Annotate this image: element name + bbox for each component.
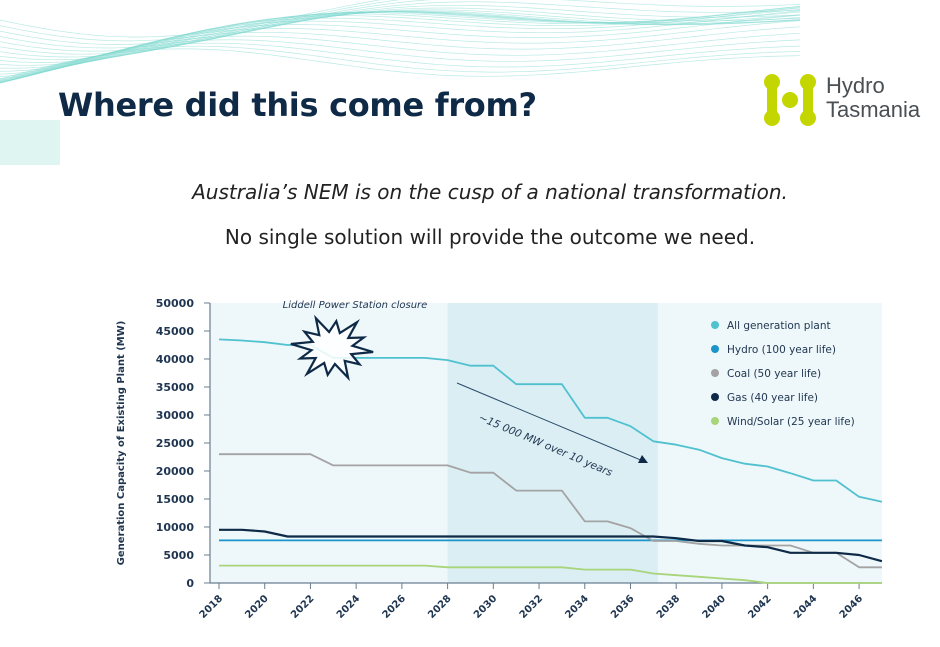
x-tick-label: 2022 xyxy=(289,593,316,620)
legend-marker xyxy=(711,345,719,353)
explosion-icon xyxy=(290,314,374,382)
logo-line-1: Hydro xyxy=(826,73,885,98)
y-tick-label: 5000 xyxy=(163,549,194,562)
legend-label: Coal (50 year life) xyxy=(727,368,821,380)
x-tick-label: 2018 xyxy=(198,593,225,620)
wave-line xyxy=(0,48,800,80)
x-tick-label: 2044 xyxy=(792,593,819,620)
x-tick-label: 2042 xyxy=(746,593,773,620)
legend-label: Gas (40 year life) xyxy=(727,392,818,404)
series-line-gas xyxy=(219,528,883,563)
y-tick-label: 0 xyxy=(186,577,194,590)
x-tick-label: 2024 xyxy=(335,593,362,620)
x-tick-label: 2020 xyxy=(243,593,270,620)
x-tick-label: 2046 xyxy=(838,593,865,620)
y-tick-label: 40000 xyxy=(156,353,195,366)
wave-line xyxy=(0,45,800,81)
legend-marker xyxy=(711,393,719,401)
subtitle: No single solution will provide the outc… xyxy=(224,225,756,249)
y-tick-label: 10000 xyxy=(156,521,195,534)
wave-line xyxy=(0,0,736,42)
y-tick-label: 25000 xyxy=(156,437,195,450)
x-tick-label: 2028 xyxy=(426,593,453,620)
wave-line xyxy=(0,0,800,45)
y-tick-label: 50000 xyxy=(156,297,195,310)
wave-decoration xyxy=(0,0,800,165)
x-tick-label: 2030 xyxy=(472,593,499,620)
y-tick-label: 35000 xyxy=(156,381,195,394)
y-tick-label: 15000 xyxy=(156,493,195,506)
legend-marker xyxy=(711,369,719,377)
wave-line xyxy=(0,39,800,83)
slide-title: Where did this come from? xyxy=(58,86,537,124)
hydro-tasmania-logo xyxy=(764,74,816,126)
wave-line xyxy=(0,32,800,83)
x-tick-label: 2032 xyxy=(518,593,545,620)
legend-marker xyxy=(711,321,719,329)
legend-label: All generation plant xyxy=(727,320,831,332)
x-tick-label: 2026 xyxy=(381,593,408,620)
x-tick-label: 2040 xyxy=(701,593,728,620)
y-tick-label: 45000 xyxy=(156,325,195,338)
x-tick-label: 2038 xyxy=(655,593,682,620)
x-tick-label: 2034 xyxy=(563,593,590,620)
annotation-liddell: Liddell Power Station closure xyxy=(283,300,428,311)
legend-marker xyxy=(711,417,719,425)
wave-line xyxy=(0,11,800,72)
trend-arrow-head xyxy=(638,455,648,463)
wave-line xyxy=(0,4,800,52)
series-line-wind-solar xyxy=(219,564,882,584)
series-line-coal xyxy=(219,453,882,569)
trend-arrow-line xyxy=(456,382,644,462)
y-tick-label: 20000 xyxy=(156,465,195,478)
legend-label: Hydro (100 year life) xyxy=(727,344,836,356)
wave-line xyxy=(0,26,800,84)
subtitle-italic: Australia’s NEM is on the cusp of a nati… xyxy=(192,180,788,204)
wave-fill xyxy=(0,120,60,165)
logo-line-2: Tasmania xyxy=(826,97,921,122)
logo-text: Hydro Tasmania xyxy=(826,74,920,122)
wave-line xyxy=(0,42,800,82)
wave-line xyxy=(0,0,381,38)
legend-label: Wind/Solar (25 year life) xyxy=(727,416,855,428)
y-axis-label: Generation Capacity of Existing Plant (M… xyxy=(116,321,127,566)
y-tick-label: 30000 xyxy=(156,409,195,422)
x-tick-label: 2036 xyxy=(609,593,636,620)
